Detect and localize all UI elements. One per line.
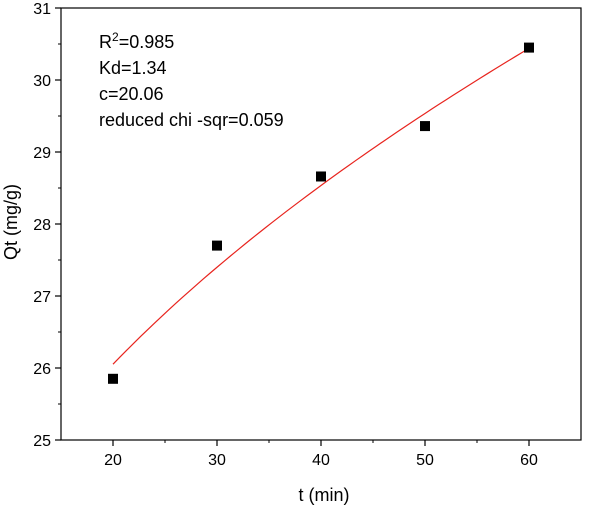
data-point [420,121,430,132]
kd-label: Kd=1.34 [99,58,167,78]
y-tick-label: 30 [33,73,51,90]
annotation-block: R2=0.985 Kd=1.34 c=20.06 reduced chi -sq… [99,30,284,130]
y-tick-label: 31 [33,1,51,18]
data-point [524,42,534,53]
x-tick-label: 30 [208,452,226,469]
y-tick-label: 29 [33,145,51,162]
y-axis-ticks: 25 26 27 28 29 30 31 [33,1,61,450]
x-axis-ticks: 20 30 40 50 60 [104,440,538,469]
r-squared-label: R2=0.985 [99,30,174,52]
x-tick-label: 60 [520,452,538,469]
data-point [108,373,118,384]
y-tick-label: 28 [33,217,51,234]
x-tick-label: 40 [312,452,330,469]
chi-sqr-label: reduced chi -sqr=0.059 [99,110,284,130]
y-tick-label: 27 [33,289,51,306]
x-tick-label: 50 [416,452,434,469]
y-axis-title: Qt (mg/g) [1,184,21,260]
data-point [316,171,326,182]
data-points-layer [108,42,534,384]
r-squared-superscript: 2 [112,30,119,44]
x-tick-label: 20 [104,452,122,469]
y-tick-label: 25 [33,433,51,450]
c-label: c=20.06 [99,84,164,104]
fit-curve-layer [112,47,530,365]
fit-curve-line [112,47,530,365]
data-point [212,240,222,251]
y-tick-label: 26 [33,361,51,378]
x-axis-title: t (min) [299,485,350,505]
